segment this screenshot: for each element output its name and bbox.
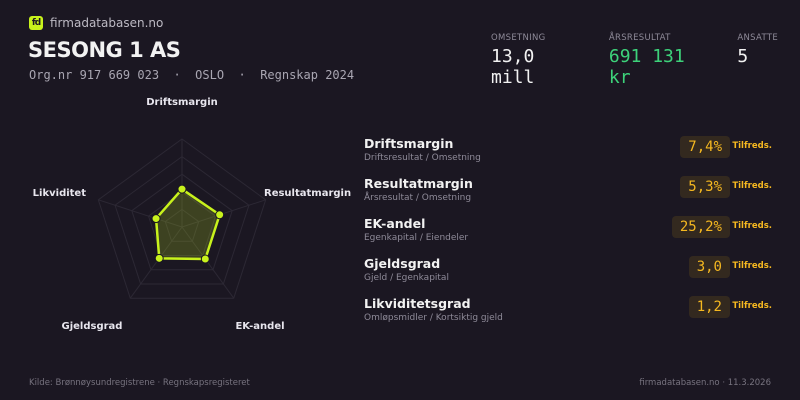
company-name: SESONG 1 AS: [28, 38, 181, 62]
ratio-desc: Gjeld / Egenkapital: [364, 273, 449, 283]
ratio-row: Driftsmargin Driftsresultat / Omsetning …: [364, 136, 776, 176]
ratio-list: Driftsmargin Driftsresultat / Omsetning …: [364, 136, 776, 336]
ratio-status: Tilfreds.: [732, 181, 772, 191]
radar-grid-ring: [114, 155, 250, 285]
ratio-value: 1,2: [688, 296, 730, 318]
kpi-value: 5: [737, 46, 749, 67]
ratio-desc: Årsresultat / Omsetning: [364, 193, 472, 203]
company-subtitle: Org.nr 917 669 023 · OSLO · Regnskap 202…: [29, 68, 355, 82]
ratio-name: Resultatmargin: [364, 176, 473, 191]
ratio-name: Likviditetsgrad: [364, 296, 471, 311]
radar-chart: Driftsmargin Resultatmargin EK-andel Gjelds…: [33, 97, 351, 332]
brand-name: firmadatabasen.no: [50, 16, 164, 30]
ratio-row: EK-andel Egenkapital / Eiendeler 25,2% T…: [364, 216, 776, 256]
brand: fd firmadatabasen.no: [29, 16, 163, 30]
ratio-status: Tilfreds.: [732, 261, 772, 271]
kpi-label: ÅRSRESULTAT: [608, 33, 671, 43]
radar-spoke: [98, 199, 183, 228]
radar-grid-ring: [131, 173, 233, 271]
kpi-label: OMSETNING: [491, 33, 546, 43]
ratio-name: Driftsmargin: [364, 136, 454, 151]
radar-area: [154, 187, 221, 261]
ratio-desc: Egenkapital / Eiendeler: [364, 233, 469, 243]
radar-point: [215, 210, 225, 220]
radar-grid-ring: [147, 191, 217, 256]
ratio-desc: Driftsresultat / Omsetning: [364, 153, 481, 163]
kpi-employees: ANSATTE 5: [737, 33, 778, 88]
ratio-name: EK-andel: [364, 216, 426, 231]
kpi-result: ÅRSRESULTAT 691 131 kr: [609, 33, 716, 88]
ratio-value: 5,3%: [680, 176, 730, 198]
footer-source: Kilde: Brønnøysundregistrene · Regnskaps…: [29, 378, 250, 388]
radar-axis-label: Resultatmargin: [264, 188, 351, 199]
ratio-status: Tilfreds.: [732, 221, 772, 231]
ratio-status: Tilfreds.: [732, 301, 772, 311]
radar-point: [154, 253, 164, 263]
kpi-label: ANSATTE: [737, 33, 778, 43]
kpi-group: OMSETNING 13,0 mill ÅRSRESULTAT 691 131 kr…: [491, 33, 800, 88]
radar-grid-ring: [164, 208, 200, 242]
radar-point: [151, 214, 161, 224]
kpi-revenue: OMSETNING 13,0 mill: [491, 33, 587, 88]
radar-point: [200, 254, 210, 264]
ratio-value: 7,4%: [680, 136, 730, 158]
ratio-value: 3,0: [688, 256, 730, 278]
ratio-value: 25,2%: [671, 216, 730, 238]
radar-grid-ring: [97, 138, 267, 299]
kpi-value: 13,0 mill: [491, 46, 535, 88]
ratio-name: Gjeldsgrad: [364, 256, 441, 271]
radar-axis-label: Driftsmargin: [146, 97, 218, 108]
ratio-row: Resultatmargin Årsresultat / Omsetning 5…: [364, 176, 776, 216]
radar-axis-label: Gjeldsgrad: [62, 321, 123, 332]
radar-spoke: [129, 226, 183, 299]
footer-site-date: firmadatabasen.no · 11.3.2026: [639, 378, 771, 388]
logo-icon: fd: [29, 16, 43, 30]
radar-axis-label: EK-andel: [235, 321, 284, 332]
ratio-status: Tilfreds.: [732, 141, 772, 151]
radar-point: [177, 184, 187, 194]
ratio-row: Gjeldsgrad Gjeld / Egenkapital 3,0 Tilfr…: [364, 256, 776, 296]
ratio-desc: Omløpsmidler / Kortsiktig gjeld: [364, 313, 503, 323]
kpi-value: 691 131 kr: [608, 46, 685, 88]
radar-axis-label: Likviditet: [33, 188, 87, 199]
ratio-row: Likviditetsgrad Omløpsmidler / Kortsikti…: [364, 296, 776, 336]
